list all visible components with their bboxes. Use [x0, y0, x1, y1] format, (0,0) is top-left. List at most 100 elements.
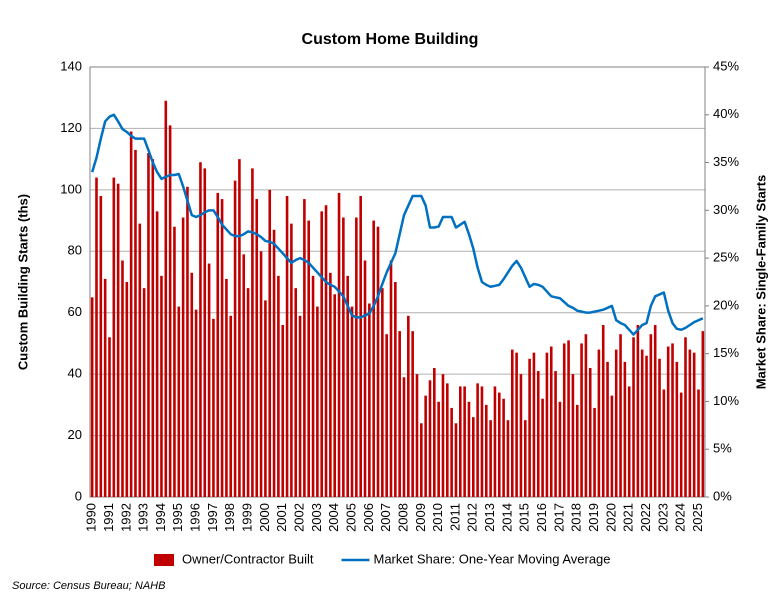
y2-axis-title: Market Share: Single-Family Starts: [753, 175, 768, 390]
x-tick-label: 1997: [205, 503, 220, 532]
bar: [90, 297, 94, 497]
bar: [398, 331, 401, 497]
y2-tick-label: 5%: [713, 441, 732, 456]
bar: [155, 211, 159, 497]
x-tick-label: 2020: [603, 503, 618, 532]
y2-tick-label: 30%: [713, 202, 739, 217]
bar: [363, 260, 367, 497]
bar: [558, 401, 562, 497]
y-tick-label: 60: [68, 304, 82, 319]
bar: [272, 229, 276, 498]
bar: [407, 315, 410, 497]
bar: [450, 407, 453, 497]
x-tick-label: 2004: [326, 503, 341, 532]
bar: [545, 352, 549, 497]
x-tick-label: 2007: [378, 503, 393, 532]
bar: [489, 420, 492, 497]
x-tick-label: 2008: [395, 503, 410, 532]
bar: [186, 186, 189, 498]
bar: [298, 315, 302, 497]
bar: [108, 337, 111, 497]
chart-title: Custom Home Building: [302, 31, 479, 48]
bar: [311, 275, 315, 497]
bar: [259, 251, 263, 497]
bar: [207, 263, 211, 497]
bar: [471, 417, 475, 497]
y2-tick-label: 40%: [713, 106, 739, 121]
bar: [402, 377, 406, 497]
bar: [632, 337, 635, 497]
x-tick-label: 2002: [291, 503, 306, 532]
bar: [233, 180, 237, 497]
y-tick-label: 40: [68, 366, 82, 381]
bar: [554, 371, 557, 497]
bar: [372, 220, 375, 498]
bar: [368, 303, 371, 497]
bar: [467, 401, 471, 497]
bar: [497, 392, 501, 497]
bar: [636, 325, 640, 497]
bar: [463, 386, 466, 497]
bar: [476, 383, 479, 497]
line: [90, 113, 704, 336]
bar: [103, 278, 107, 497]
x-tick-label: 2005: [343, 503, 358, 532]
bar: [701, 331, 705, 497]
bar: [567, 340, 570, 497]
bar: [653, 325, 657, 497]
bar: [484, 404, 488, 497]
bar: [584, 334, 588, 497]
bar: [593, 407, 596, 497]
bar: [649, 334, 653, 497]
x-tick-label: 1990: [84, 503, 99, 532]
bar: [580, 343, 583, 497]
bar: [112, 177, 116, 498]
bar: [151, 159, 155, 497]
x-tick-label: 1993: [136, 503, 151, 532]
bar: [333, 294, 336, 497]
bar: [194, 309, 198, 497]
x-tick-label: 2009: [413, 503, 428, 532]
bar: [662, 389, 666, 497]
bar: [160, 275, 163, 497]
bar: [627, 386, 631, 497]
bar: [532, 352, 536, 497]
bar: [355, 217, 358, 497]
bar: [528, 358, 531, 497]
bar: [441, 374, 445, 497]
bar: [99, 196, 103, 497]
bar: [246, 288, 250, 497]
bar: [692, 352, 696, 497]
x-tick-label: 2000: [257, 503, 272, 532]
bar: [679, 392, 683, 497]
x-tick-label: 2013: [482, 503, 497, 532]
bar: [610, 395, 614, 497]
x-tick-label: 2014: [499, 503, 514, 532]
bar: [597, 349, 601, 497]
bar: [506, 420, 510, 497]
bar: [541, 398, 544, 497]
x-tick-label: 1994: [153, 503, 168, 532]
x-tick-label: 1999: [240, 503, 255, 532]
bar: [316, 306, 319, 497]
bar: [190, 272, 194, 497]
x-tick-label: 2023: [655, 503, 670, 532]
bar: [433, 368, 436, 497]
bar: [229, 315, 233, 497]
x-tick-label: 1992: [118, 503, 133, 532]
bar: [125, 282, 129, 497]
bar: [493, 386, 497, 497]
bar: [536, 371, 540, 497]
bar: [645, 355, 648, 497]
bar: [381, 288, 384, 497]
legend-label: Owner/Contractor Built: [182, 551, 314, 566]
x-tick-label: 2011: [447, 503, 462, 531]
bar: [173, 226, 176, 497]
x-tick-label: 2017: [551, 503, 566, 532]
bar: [324, 205, 328, 497]
x-tick-label: 2016: [534, 503, 549, 532]
x-tick-label: 2012: [465, 503, 480, 532]
bar: [588, 368, 592, 497]
bar: [281, 325, 285, 497]
bar: [459, 386, 462, 497]
